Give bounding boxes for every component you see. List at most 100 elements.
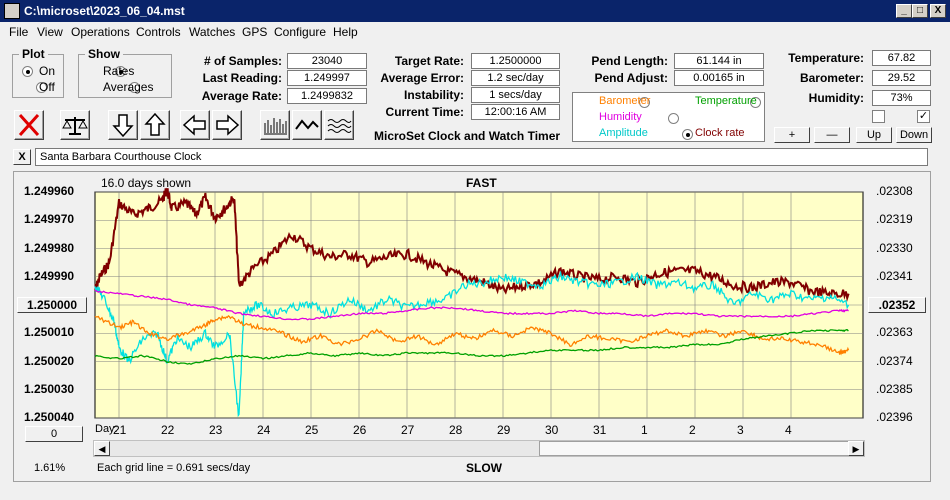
checkbox-checked[interactable]: ✓ (917, 110, 930, 123)
overlay-humidity-label: Humidity (599, 111, 642, 123)
temperature-value: 67.82 (872, 50, 931, 66)
samples-value: 23040 (287, 53, 367, 69)
x-tick-label: 3 (737, 423, 744, 437)
x-tick-label: 2 (689, 423, 696, 437)
x-tick-label: 4 (785, 423, 792, 437)
average-error-label: Average Error: (380, 71, 464, 85)
x-tick-label: 30 (545, 423, 559, 437)
close-button[interactable]: X (930, 4, 946, 18)
left-reference-button[interactable]: 1.250000 (17, 297, 87, 313)
menu-file[interactable]: File (9, 25, 29, 39)
pend-adjust-label: Pend Adjust: (594, 71, 668, 85)
app-icon (4, 3, 20, 19)
arrow-right-button[interactable] (212, 110, 242, 140)
right-tick-label: .02308 (876, 184, 913, 198)
overlay-humidity-radio[interactable] (668, 113, 680, 124)
show-group: Show (78, 47, 172, 98)
barometer-label: Barometer: (799, 71, 864, 85)
minus-button[interactable]: — (814, 127, 850, 143)
minimize-button[interactable]: _ (896, 4, 912, 18)
up-button[interactable]: Up (856, 127, 892, 143)
overlay-temperature-radio[interactable] (749, 97, 761, 108)
day-label: Day: (95, 423, 118, 435)
scroll-left-icon[interactable]: ◀ (94, 441, 110, 456)
arrow-down-button[interactable] (108, 110, 138, 140)
instability-value: 1 secs/day (471, 87, 560, 103)
overlay-amplitude-label: Amplitude (599, 127, 648, 139)
menu-watches[interactable]: Watches (189, 25, 236, 39)
menu-operations[interactable]: Operations (71, 25, 130, 39)
series-lines (94, 187, 850, 418)
arrow-up-button[interactable] (140, 110, 170, 140)
pend-length-value: 61.144 in (674, 53, 764, 69)
arrow-right-icon (216, 114, 240, 136)
plot-off-radio[interactable] (36, 82, 48, 93)
wave-button[interactable] (292, 110, 322, 140)
percent-label: 1.61% (34, 462, 66, 474)
pend-length-label: Pend Length: (591, 54, 668, 68)
plot-on-radio[interactable] (22, 66, 33, 77)
x-tick-label: 22 (161, 423, 175, 437)
barometer-series-line (94, 315, 850, 356)
menu-view[interactable]: View (37, 25, 63, 39)
bar-graph-icon (264, 118, 287, 135)
plot-group-label: Plot (19, 47, 48, 61)
right-reference-button[interactable]: .02352 (868, 297, 926, 313)
title-bar: C:\microset\2023_06_04.mst _ □ X (0, 0, 950, 22)
show-rates-radio[interactable] (114, 66, 126, 77)
x-tick-label: 25 (305, 423, 319, 437)
menu-gps[interactable]: GPS (242, 25, 268, 39)
left-tick-label: 1.249980 (24, 240, 75, 255)
window-title: C:\microset\2023_06_04.mst (24, 4, 185, 18)
rate-series-line (94, 187, 850, 302)
maximize-button[interactable]: □ (912, 4, 928, 18)
menu-help[interactable]: Help (333, 25, 358, 39)
zero-button[interactable]: 0 (25, 426, 83, 442)
left-tick-label: 1.250040 (24, 410, 75, 424)
slow-label: SLOW (466, 461, 502, 475)
overlay-amplitude-radio[interactable] (682, 129, 694, 140)
stop-icon (18, 113, 40, 137)
scroll-right-icon[interactable]: ▶ (848, 441, 864, 456)
current-time-value: 12:00:16 AM (471, 104, 560, 120)
target-rate-value: 1.2500000 (471, 53, 560, 69)
show-averages-radio[interactable] (129, 82, 141, 93)
grid-note: Each grid line = 0.691 secs/day (97, 462, 251, 474)
instability-label: Instability: (403, 88, 464, 102)
plot-on-label: On (39, 64, 56, 78)
menu-bar: File View Operations Controls Watches GP… (0, 22, 950, 42)
pend-adjust-value: 0.00165 in (674, 70, 764, 86)
clock-name-field[interactable]: Santa Barbara Courthouse Clock (35, 148, 928, 166)
smooth-wave-button[interactable] (324, 110, 354, 140)
scroll-thumb[interactable] (539, 441, 849, 456)
plot-group: Plot (12, 47, 64, 98)
fast-label: FAST (466, 176, 497, 190)
grid (95, 191, 863, 419)
x-tick-label: 23 (209, 423, 223, 437)
plus-button[interactable]: + (774, 127, 810, 143)
plot-off-label: Off (39, 80, 55, 94)
stop-button[interactable] (14, 110, 44, 140)
left-tick-label: 1.249990 (24, 268, 75, 283)
balance-button[interactable] (60, 110, 90, 140)
amplitude-series-line (94, 270, 850, 418)
checkbox-unchecked[interactable] (872, 110, 885, 123)
x-tick-label: 31 (593, 423, 607, 437)
days-shown-label: 16.0 days shown (101, 176, 192, 190)
menu-controls[interactable]: Controls (136, 25, 181, 39)
bars-button[interactable] (260, 110, 290, 140)
overlay-barometer-radio[interactable] (639, 97, 651, 108)
down-button[interactable]: Down (896, 127, 932, 143)
wave-icon (295, 119, 319, 130)
target-rate-label: Target Rate: (394, 54, 464, 68)
smooth-wave-icon (327, 119, 352, 133)
clear-clock-button[interactable]: X (13, 149, 31, 165)
average-rate-label: Average Rate: (201, 89, 282, 103)
overlay-temperature-label: Temperature (695, 95, 757, 107)
average-error-value: 1.2 sec/day (471, 70, 560, 86)
horizontal-scrollbar[interactable]: ◀ ▶ (93, 440, 865, 457)
menu-configure[interactable]: Configure (274, 25, 327, 39)
right-tick-label: .02363 (876, 325, 913, 340)
arrow-left-button[interactable] (180, 110, 210, 140)
